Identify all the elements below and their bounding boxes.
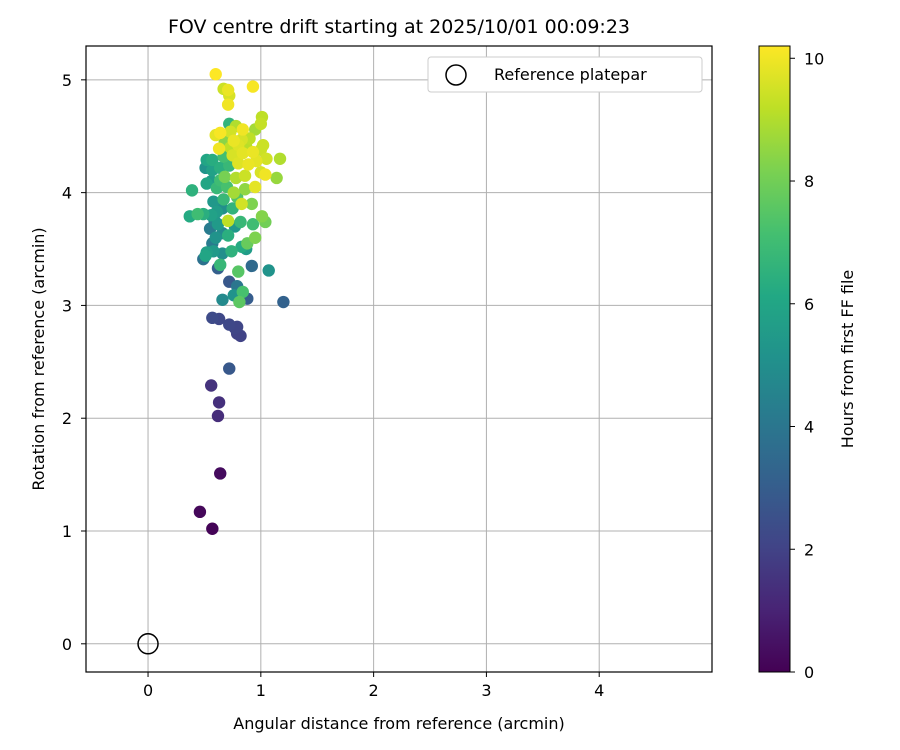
data-point xyxy=(209,231,222,244)
colorbar-label: Hours from first FF file xyxy=(838,270,857,449)
legend-marker xyxy=(445,64,467,86)
data-point xyxy=(273,152,287,165)
x-tick-label: 2 xyxy=(369,681,379,700)
data-point xyxy=(206,522,219,535)
y-tick-label: 1 xyxy=(62,522,72,541)
data-point xyxy=(199,249,212,262)
y-tick-label: 4 xyxy=(62,184,72,203)
colorbar-ticks: 0 2 4 6 8 10 xyxy=(790,49,824,682)
data-point xyxy=(236,146,249,160)
legend-box xyxy=(427,56,703,93)
data-point xyxy=(245,259,259,273)
data-point xyxy=(211,409,225,423)
colorbar-tick-label: 0 xyxy=(804,663,814,682)
plot-area xyxy=(86,46,712,672)
data-point xyxy=(214,258,227,272)
data-point xyxy=(246,80,260,93)
x-tick-label: 3 xyxy=(481,681,491,700)
y-tick-label: 3 xyxy=(62,296,72,315)
colorbar-tick-label: 10 xyxy=(804,49,824,68)
x-tick-label: 1 xyxy=(256,681,266,700)
data-point xyxy=(209,67,222,81)
data-point xyxy=(236,123,249,136)
data-point xyxy=(221,83,235,97)
data-point xyxy=(214,126,227,140)
data-point xyxy=(214,467,227,480)
data-point xyxy=(233,295,246,309)
y-tick-label: 5 xyxy=(62,71,72,90)
data-point xyxy=(212,142,226,155)
data-point xyxy=(223,318,236,331)
chart-title: FOV centre drift starting at 2025/10/01 … xyxy=(168,16,630,38)
legend-label: Reference platepar xyxy=(494,65,647,84)
data-point xyxy=(236,285,249,299)
data-point xyxy=(270,171,283,185)
data-point xyxy=(227,134,240,147)
data-point xyxy=(260,152,273,165)
data-point xyxy=(206,311,219,325)
data-point xyxy=(227,186,240,199)
reference-point-marker xyxy=(137,633,159,655)
data-point xyxy=(259,168,272,181)
data-point xyxy=(216,293,229,306)
data-point xyxy=(246,218,260,231)
data-point xyxy=(217,193,230,206)
data-point xyxy=(245,197,259,211)
data-point xyxy=(254,117,268,131)
data-point xyxy=(193,505,207,519)
x-axis-label: Angular distance from reference (arcmin) xyxy=(233,714,564,733)
data-point xyxy=(232,265,245,278)
colorbar: 0 2 4 6 8 10 Hours from first FF file xyxy=(758,45,857,682)
colorbar-tick-label: 2 xyxy=(804,540,814,559)
legend: Reference platepar xyxy=(427,56,703,93)
data-point xyxy=(225,245,238,258)
data-point xyxy=(238,169,252,182)
data-point xyxy=(248,180,262,194)
data-point xyxy=(255,210,269,223)
data-point xyxy=(212,396,226,409)
data-point xyxy=(234,215,247,229)
data-point xyxy=(262,264,275,277)
y-tick-label: 0 xyxy=(62,635,72,654)
data-point xyxy=(221,98,235,111)
data-point xyxy=(211,218,225,231)
data-point xyxy=(235,197,248,211)
data-point xyxy=(238,183,252,196)
data-point xyxy=(248,231,262,244)
data-point xyxy=(218,170,231,184)
data-point xyxy=(206,153,219,167)
data-point xyxy=(207,195,220,208)
x-tick-label: 4 xyxy=(594,681,604,700)
data-point xyxy=(221,229,235,242)
data-point xyxy=(223,362,236,375)
x-axis-ticks: 0 1 2 3 4 xyxy=(143,672,604,700)
y-axis-ticks: 0 1 2 3 4 5 xyxy=(62,71,86,654)
data-point xyxy=(232,157,245,170)
data-point xyxy=(191,207,204,221)
scatter-points xyxy=(183,67,290,535)
data-point xyxy=(242,158,255,171)
plot-frame xyxy=(85,45,713,673)
data-point xyxy=(221,214,235,228)
data-point xyxy=(200,177,213,190)
y-axis-label: Rotation from reference (arcmin) xyxy=(29,227,48,490)
data-point xyxy=(205,379,218,392)
colorbar-tick-label: 4 xyxy=(804,418,814,437)
data-point xyxy=(246,145,260,159)
data-point xyxy=(185,184,199,197)
data-point xyxy=(256,139,270,152)
colorbar-tick-label: 8 xyxy=(804,172,814,191)
y-tick-label: 2 xyxy=(62,409,72,428)
colorbar-tick-label: 6 xyxy=(804,295,814,314)
colorbar-gradient xyxy=(758,45,791,673)
data-point xyxy=(277,295,290,309)
x-tick-label: 0 xyxy=(143,681,153,700)
